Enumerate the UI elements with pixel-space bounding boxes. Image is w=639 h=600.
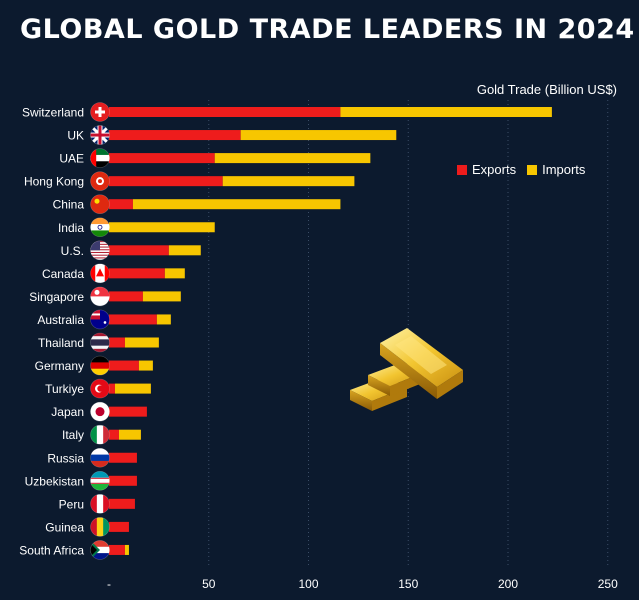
category-label: Thailand xyxy=(38,336,84,350)
switzerland-flag-icon xyxy=(90,102,110,122)
category-label: U.S. xyxy=(61,244,84,258)
turkiye-flag-icon xyxy=(90,378,110,399)
bar-exports xyxy=(109,406,147,417)
category-label: UK xyxy=(67,129,84,143)
bar-exports xyxy=(109,130,241,141)
bar-exports xyxy=(109,291,143,302)
bar-exports xyxy=(109,268,165,279)
axis-unit-label: Gold Trade (Billion US$) xyxy=(476,82,617,97)
china-flag-icon xyxy=(90,194,110,214)
legend: Exports Imports xyxy=(457,162,596,177)
category-label: Uzbekistan xyxy=(25,474,84,488)
bar-exports xyxy=(109,521,129,532)
canada-flag-icon xyxy=(90,263,110,284)
category-label: Hong Kong xyxy=(24,175,84,189)
bar-exports xyxy=(109,544,125,555)
bar-imports xyxy=(214,153,371,164)
russia-flag-icon xyxy=(90,447,110,468)
bar-exports xyxy=(109,176,223,187)
category-label: Peru xyxy=(59,497,84,511)
legend-imports: Imports xyxy=(527,162,585,177)
bar-imports xyxy=(168,245,201,256)
category-label: Canada xyxy=(42,267,84,281)
bar-exports xyxy=(109,107,341,117)
bar-exports xyxy=(109,153,215,164)
x-tick-label: 250 xyxy=(598,577,618,591)
category-label: Singapore xyxy=(29,290,84,304)
category-label: Australia xyxy=(37,313,84,327)
india-flag-icon xyxy=(90,217,110,238)
legend-imports-label: Imports xyxy=(542,162,586,177)
bar-imports xyxy=(240,130,397,141)
south-africa-flag-icon xyxy=(90,540,110,560)
germany-flag-icon xyxy=(90,355,110,376)
x-tick-label: 200 xyxy=(498,577,518,591)
bar-imports xyxy=(164,268,185,279)
gold-bars-illustration xyxy=(350,328,463,411)
bar-imports xyxy=(132,199,341,210)
legend-exports-swatch xyxy=(457,164,467,175)
legend-exports: Exports xyxy=(457,162,516,177)
japan-flag-icon xyxy=(90,401,110,422)
bar-imports xyxy=(118,429,141,440)
category-label: Switzerland xyxy=(22,106,84,120)
thailand-flag-icon xyxy=(90,332,110,353)
bar-exports xyxy=(109,337,125,348)
category-label: South Africa xyxy=(19,543,84,557)
x-tick-label: 50 xyxy=(202,577,216,591)
bar-imports xyxy=(124,544,129,555)
bar-imports xyxy=(142,291,181,302)
category-label: Guinea xyxy=(45,520,84,534)
bar-imports xyxy=(124,337,159,348)
bar-exports xyxy=(109,383,115,394)
x-tick-label: 150 xyxy=(398,577,418,591)
bar-exports xyxy=(109,429,119,440)
category-label: Russia xyxy=(47,451,84,465)
uae-flag-icon xyxy=(90,148,110,168)
bar-exports xyxy=(109,314,157,325)
bar-exports xyxy=(109,245,169,256)
australia-flag-icon xyxy=(90,309,110,330)
legend-exports-label: Exports xyxy=(472,162,517,177)
hong-kong-flag-icon xyxy=(90,171,110,191)
uzbekistan-flag-icon xyxy=(90,470,110,491)
uk-flag-icon xyxy=(90,125,110,145)
bar-imports xyxy=(222,176,355,187)
category-label: Turkiye xyxy=(45,382,84,396)
bar-exports xyxy=(109,498,135,509)
category-label: Germany xyxy=(35,359,84,373)
x-tick-label: 100 xyxy=(298,577,318,591)
guinea-flag-icon xyxy=(90,517,110,537)
bar-exports xyxy=(109,452,137,463)
singapore-flag-icon xyxy=(90,286,110,307)
us-flag-icon xyxy=(90,240,110,261)
bar-imports xyxy=(109,222,215,233)
bar-imports xyxy=(340,107,552,117)
category-label: Japan xyxy=(51,405,84,419)
category-label: Italy xyxy=(62,428,84,442)
bar-imports xyxy=(114,383,151,394)
bar-exports xyxy=(109,360,139,371)
chart-title: GLOBAL GOLD TRADE LEADERS IN 2024 xyxy=(20,14,635,45)
category-label: China xyxy=(53,198,85,212)
bar-exports xyxy=(109,199,133,210)
bar-exports xyxy=(109,475,137,486)
bar-imports xyxy=(156,314,171,325)
peru-flag-icon xyxy=(90,494,110,514)
x-tick-label: - xyxy=(107,577,111,591)
legend-imports-swatch xyxy=(527,164,538,175)
italy-flag-icon xyxy=(90,424,110,445)
category-label: India xyxy=(58,221,84,235)
category-label: UAE xyxy=(59,152,84,166)
bar-imports xyxy=(138,360,153,371)
